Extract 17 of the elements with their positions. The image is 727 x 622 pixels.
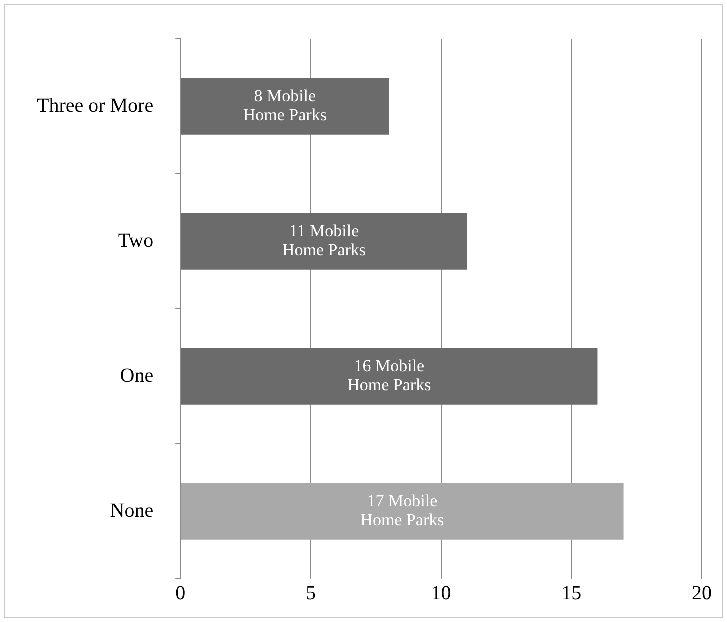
x-tick-label: 0 bbox=[176, 582, 186, 604]
y-tick-label: Two bbox=[118, 230, 154, 252]
x-tick-label: 10 bbox=[431, 582, 452, 604]
x-tick-label: 20 bbox=[692, 582, 712, 604]
data-label: 17 Mobile Home Parks bbox=[360, 491, 444, 530]
bar bbox=[181, 348, 598, 405]
y-tick-label: Three or More bbox=[36, 94, 154, 117]
x-tick-label: 15 bbox=[562, 582, 582, 604]
bar bbox=[181, 78, 390, 135]
x-tick-label: 5 bbox=[306, 582, 316, 604]
data-label: 8 Mobile Home Parks bbox=[243, 86, 327, 124]
y-tick-label: None bbox=[110, 500, 154, 522]
data-label: 16 Mobile Home Parks bbox=[348, 356, 432, 394]
y-tick-label: One bbox=[120, 364, 154, 387]
bar bbox=[181, 213, 468, 270]
bar bbox=[181, 483, 624, 540]
data-label: 11 Mobile Home Parks bbox=[282, 221, 366, 260]
